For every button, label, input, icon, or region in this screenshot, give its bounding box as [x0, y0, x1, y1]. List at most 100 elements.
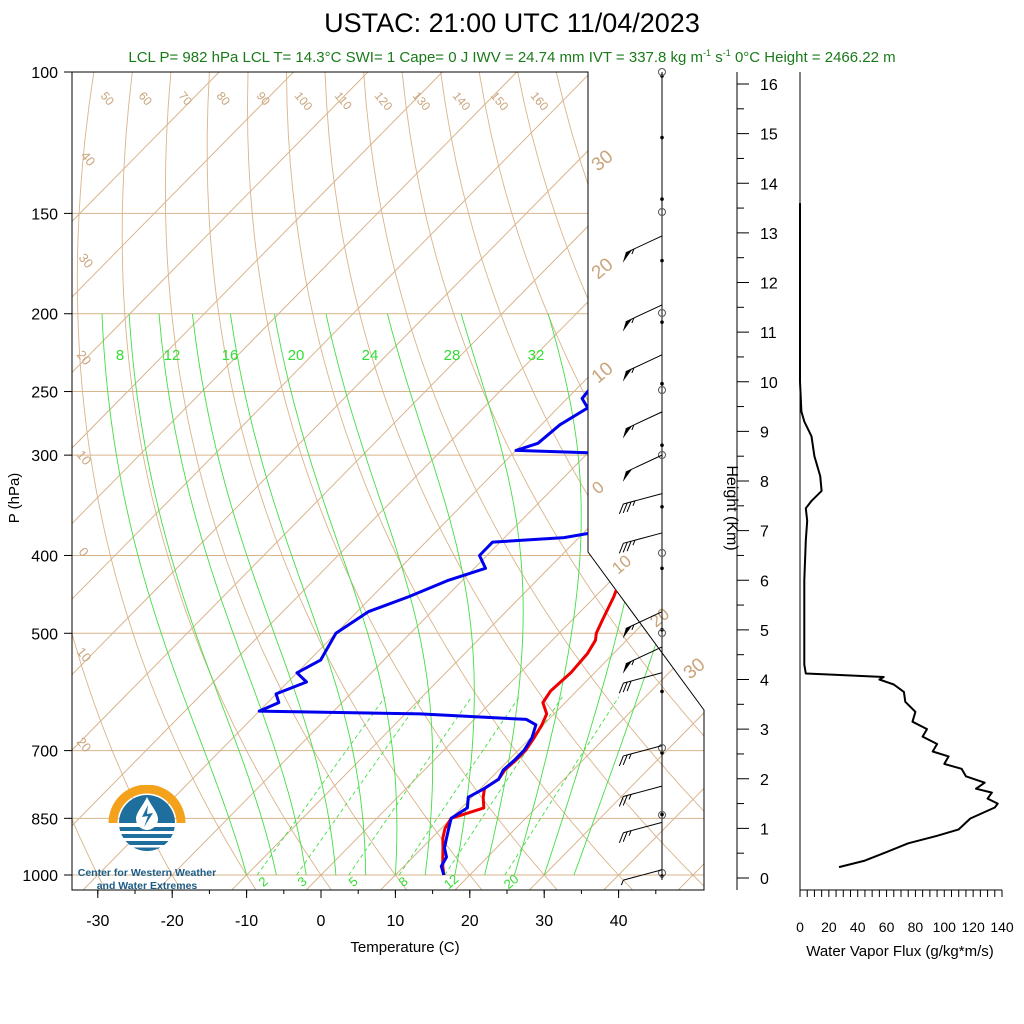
wind-barb [622, 235, 663, 263]
moist-adiabat-label: 24 [362, 347, 379, 364]
wind-barb-feather [622, 831, 628, 842]
dry-adiabat-line [865, 72, 1024, 892]
wind-barb-flag [622, 469, 633, 483]
cw3e-logo-emblem [108, 785, 186, 851]
height-tick-label: 1 [760, 821, 769, 838]
isotherm-label: 20 [588, 254, 618, 284]
wind-barb-feather [618, 755, 624, 767]
calm-circle [658, 549, 666, 557]
wind-barb-feather [618, 503, 624, 515]
height-tick-label: 0 [760, 871, 769, 888]
moist-adiabat-label: 16 [222, 347, 239, 364]
isotherm-line [303, 72, 704, 890]
logo-text-line1: Center for Western Weather [77, 867, 217, 879]
isotherm-line [72, 72, 704, 890]
wind-barb-feather [618, 796, 624, 807]
mixing-ratio-label: 3 [295, 873, 310, 889]
wind-barb-half-feather [620, 879, 624, 886]
flux-axis-label: Water Vapor Flux (g/kg*m/s) [806, 943, 994, 960]
wind-barb [622, 411, 663, 439]
moist-adiabat-line [191, 313, 337, 876]
isotherm-label: 0 [76, 544, 92, 559]
dry-adiabat-line [632, 72, 704, 890]
wind-barbs [618, 68, 666, 886]
dry-adiabat-line [710, 72, 1024, 892]
background-line-labels: 50 60 70 80 90 100 110 120 130 140 150 160302010010… [74, 89, 710, 892]
flux-profile-line [799, 203, 999, 869]
temperature-tick-label: 20 [461, 913, 479, 930]
wind-barb-half-feather [628, 753, 632, 760]
wind-staff-dot [660, 812, 664, 817]
iwv-value: IWV = 24.74 mm [472, 49, 585, 66]
height-tick-label: 8 [760, 474, 769, 491]
isotherm-label: 20 [74, 347, 95, 368]
dry-adiabat-label: 80 [214, 89, 234, 108]
moist-adiabat-label: 20 [288, 347, 305, 364]
wind-staff-dot [660, 443, 664, 448]
wind-barb-shaft [625, 235, 663, 254]
wind-barb-half-feather [631, 659, 635, 666]
wind-barb-feather [622, 681, 628, 693]
dry-adiabat-line [76, 72, 258, 890]
isotherm-line [72, 72, 592, 890]
dry-adiabat-line [788, 72, 1024, 892]
wind-barb-feather [622, 502, 628, 514]
x-axis-label: Temperature (C) [350, 939, 459, 956]
isotherm-line [72, 72, 294, 890]
isotherm-line [80, 72, 704, 890]
wind-barb-feather [622, 754, 628, 766]
wind-barb-half-feather [628, 830, 632, 836]
height-tick-label: 15 [760, 127, 778, 144]
calm-circle [658, 811, 666, 819]
wind-staff-dot [660, 566, 664, 571]
height-tick-label: 2 [760, 772, 769, 789]
isotherm-label: 10 [74, 447, 95, 468]
calm-circle [658, 386, 666, 394]
mixing-ratio-label: 5 [346, 873, 361, 889]
wind-barb-shaft [623, 869, 663, 881]
wind-staff-dot [660, 751, 664, 755]
isotherm-label: 10 [74, 644, 95, 665]
pressure-tick-label: 150 [31, 206, 58, 223]
isotherm-line [72, 72, 369, 890]
dry-adiabat-label: 160 [528, 89, 552, 114]
temperature-trace [441, 212, 704, 876]
isotherm-label: 20 [74, 734, 95, 755]
mixing-ratio-line [256, 696, 386, 876]
wind-barb-shaft [623, 785, 663, 797]
pressure-tick-label: 200 [31, 307, 58, 324]
wind-barb-flag [622, 318, 633, 332]
wind-staff-dot [660, 381, 664, 386]
freezing-level: 0°C Height = 2466.22 m [734, 49, 896, 66]
height-tick-label: 11 [760, 325, 777, 342]
wind-barb [620, 869, 663, 886]
calm-circle [658, 629, 666, 637]
dry-adiabat-label: 140 [450, 89, 474, 114]
temperature-tick-label: 10 [387, 913, 405, 930]
dry-adiabat-line [247, 72, 560, 890]
wind-barb-flag [622, 368, 633, 382]
wind-barb-flag [622, 625, 633, 639]
dry-adiabat-line [903, 72, 1024, 892]
dry-adiabat-line [121, 72, 334, 890]
wind-barb-shaft [623, 821, 663, 834]
isotherm-line [452, 72, 704, 890]
mixing-ratio-line [296, 696, 423, 876]
dry-adiabat-line [363, 72, 704, 890]
wind-barb-half-feather [632, 500, 636, 507]
moist-adiabat-label: 28 [444, 347, 461, 364]
wind-barb-shaft [623, 532, 663, 544]
mixing-ratio-line [504, 696, 620, 876]
wind-barb-half-feather [631, 317, 635, 324]
dry-adiabat-label: 70 [176, 89, 196, 108]
mixing-ratio-line [348, 696, 473, 876]
pressure-tick-label: 400 [31, 548, 58, 565]
wind-barb [618, 532, 663, 554]
wind-barb-feather [626, 501, 632, 513]
wind-barb-flag [622, 425, 633, 439]
mixing-ratio-label: 20 [501, 871, 522, 892]
isotherm-label: 20 [646, 604, 673, 631]
dry-adiabat-label: 150 [488, 89, 512, 114]
pressure-tick-label: 500 [31, 626, 58, 643]
moist-adiabat-line [229, 313, 367, 875]
